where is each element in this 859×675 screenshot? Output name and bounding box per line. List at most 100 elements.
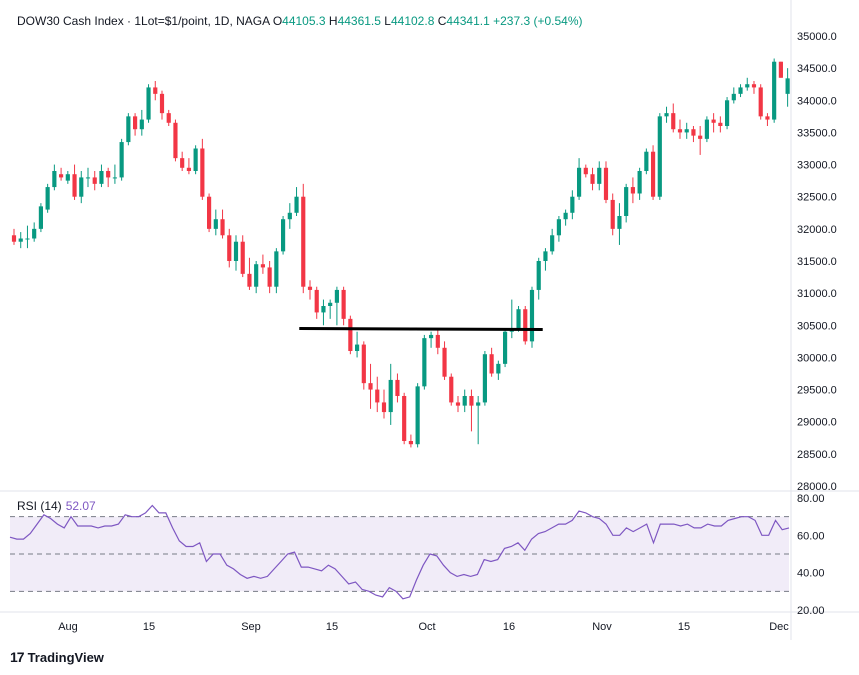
candle-body: [38, 206, 43, 229]
candle-body: [644, 151, 649, 171]
price-tick-label: 33500.0: [797, 127, 837, 139]
candle-body: [469, 396, 474, 406]
candle-body: [624, 187, 629, 216]
candle-body: [193, 148, 198, 171]
candle: [778, 61, 783, 78]
candle-body: [321, 306, 326, 313]
candle-body: [307, 286, 313, 290]
candle-body: [570, 196, 575, 213]
candle-body: [146, 87, 151, 120]
candle: [570, 190, 575, 220]
candle-body: [52, 171, 57, 188]
tradingview-brand[interactable]: 17 TradingView: [10, 649, 104, 665]
candle-body: [159, 93, 165, 114]
candle-body: [677, 129, 683, 133]
candle: [166, 109, 171, 126]
candle: [442, 341, 447, 380]
candle: [731, 87, 736, 104]
candle-body: [724, 100, 730, 126]
candle-body: [294, 196, 299, 213]
chart-legend: DOW30 Cash Index · 1Lot=$1/point, 1D, NA…: [17, 14, 583, 28]
candle-body: [328, 302, 333, 306]
candle-body: [99, 171, 104, 184]
rsi-label: RSI (14): [17, 499, 62, 513]
candle-body: [348, 318, 353, 351]
candle: [617, 203, 622, 245]
candle-body: [610, 199, 615, 229]
candle-body: [617, 216, 622, 229]
candle-body: [455, 402, 461, 406]
rsi-line: [9, 504, 790, 600]
candle: [482, 351, 487, 406]
axes: 35000.0 34500.0 34000.0 33500.0 33000.0 32500…: [0, 0, 859, 640]
candle: [718, 116, 723, 133]
candle-body: [267, 267, 272, 287]
rsi-tick-label: 40.00: [797, 568, 825, 580]
rsi-tick-label: 80.00: [797, 493, 825, 505]
candle-body: [180, 158, 185, 168]
candle-body: [435, 334, 440, 348]
candle: [334, 286, 339, 326]
candle-body: [368, 383, 373, 390]
candle: [119, 138, 124, 181]
candle: [112, 164, 117, 184]
candle: [99, 164, 104, 188]
candle-body: [462, 396, 467, 406]
candle: [644, 148, 649, 175]
candle-body: [126, 116, 131, 143]
candle: [415, 383, 420, 448]
candle: [72, 164, 77, 200]
price-pane: [11, 58, 790, 448]
candle-body: [72, 174, 77, 197]
candle-body: [133, 116, 138, 130]
candle-body: [92, 177, 97, 184]
candle: [408, 434, 413, 448]
time-tick-label: Aug: [58, 621, 78, 633]
candle: [368, 363, 373, 409]
candle: [637, 167, 642, 200]
candle: [388, 363, 393, 425]
candle: [287, 203, 292, 229]
candle-body: [637, 171, 642, 194]
candle: [139, 109, 144, 136]
candle: [92, 171, 97, 191]
time-tick-label: 15: [678, 621, 690, 633]
candle-body: [112, 177, 117, 179]
candle-body: [274, 251, 279, 287]
candle: [624, 183, 629, 223]
candle-body: [341, 289, 346, 319]
candle: [307, 280, 313, 300]
time-tick-label: 15: [143, 621, 155, 633]
candle: [630, 177, 635, 204]
candle: [711, 113, 716, 133]
candle-body: [650, 151, 656, 197]
candle: [45, 183, 50, 213]
candle: [516, 306, 521, 332]
candle-body: [698, 135, 703, 139]
candle: [765, 113, 770, 126]
candle-body: [543, 251, 548, 261]
candle-body: [529, 289, 535, 342]
candle: [321, 299, 326, 326]
candle: [671, 103, 676, 133]
candle-body: [388, 379, 393, 413]
candle: [200, 138, 205, 200]
price-tick-label: 31000.0: [797, 288, 837, 300]
candle-body: [375, 389, 380, 403]
price-tick-label: 33000.0: [797, 160, 837, 172]
price-tick-label: 32500.0: [797, 192, 837, 204]
candle: [597, 161, 602, 191]
candle-body: [25, 238, 30, 240]
candle-body: [220, 219, 225, 236]
candle: [280, 216, 286, 255]
candle: [657, 113, 662, 200]
candle-body: [139, 119, 144, 130]
symbol-title: DOW30 Cash Index · 1Lot=$1/point, 1D, NA…: [17, 14, 270, 28]
candle: [348, 315, 353, 355]
candle-body: [314, 289, 319, 313]
candle-body: [664, 113, 669, 117]
candle: [301, 183, 306, 294]
candle: [583, 164, 588, 178]
candle-body: [18, 238, 23, 242]
